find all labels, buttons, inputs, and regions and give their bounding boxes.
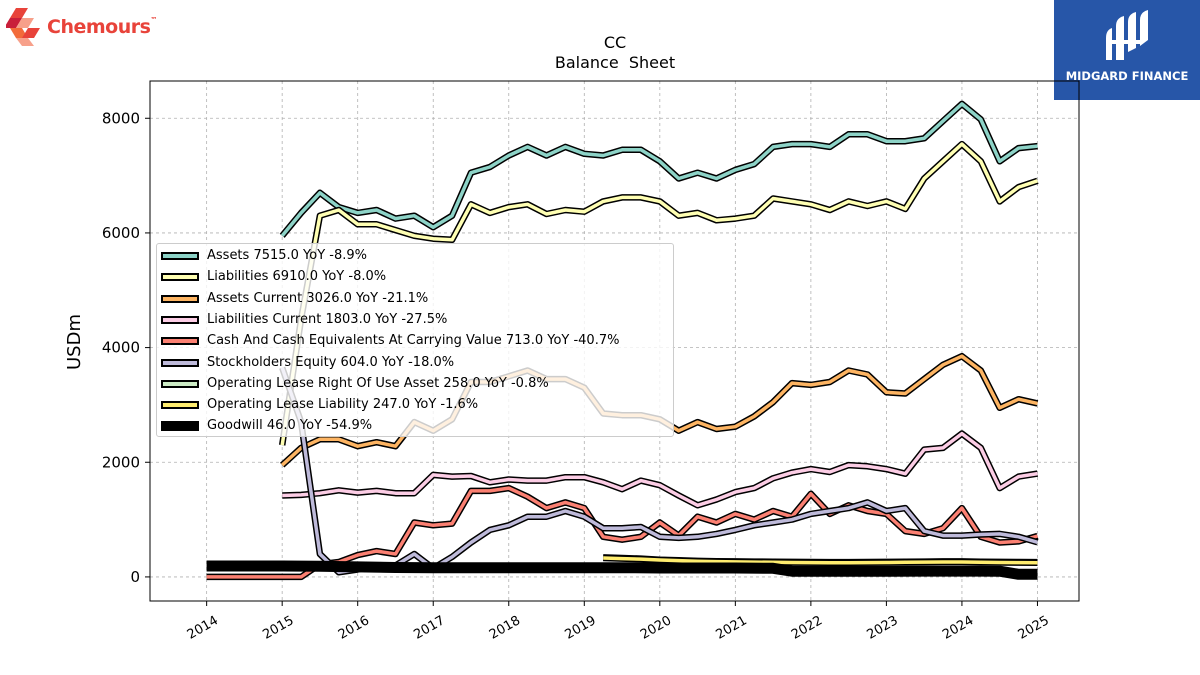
legend-label: Liabilities 6910.0 YoY -8.0% xyxy=(207,269,387,285)
legend-label: Operating Lease Liability 247.0 YoY -1.6… xyxy=(207,397,479,413)
series-assets xyxy=(279,100,1038,238)
series-liabilities-current xyxy=(282,430,1039,509)
x-tick-label: 2023 xyxy=(865,613,901,643)
series-line xyxy=(282,431,1038,508)
legend-swatch xyxy=(161,252,199,260)
y-tick-label: 8000 xyxy=(102,109,140,127)
x-tick-label: 2014 xyxy=(185,613,221,643)
legend-swatch xyxy=(161,337,199,346)
series-line xyxy=(280,142,1039,446)
series-goodwill xyxy=(206,560,1038,580)
legend-swatch xyxy=(161,273,199,282)
chemours-logo: Chemours™ xyxy=(4,4,176,50)
y-tick-label: 6000 xyxy=(102,224,140,242)
legend-swatch xyxy=(161,379,199,388)
x-tick-label: 2025 xyxy=(1016,613,1052,643)
series-line xyxy=(206,486,1038,579)
series-stockholders-equity xyxy=(279,366,1039,576)
series-operating-lease-liability xyxy=(603,554,1038,567)
series-outline xyxy=(206,560,1038,580)
midgard-logo-mark xyxy=(1106,10,1148,60)
legend-item: Liabilities 6910.0 YoY -8.0% xyxy=(160,267,672,287)
legend-label: Cash And Cash Equivalents At Carrying Va… xyxy=(207,333,620,349)
legend-item: Stockholders Equity 604.0 YoY -18.0% xyxy=(160,353,672,373)
legend-item: Assets 7515.0 YoY -8.9% xyxy=(160,246,672,266)
legend-label: Liabilities Current 1803.0 YoY -27.5% xyxy=(207,311,448,327)
legend-swatch xyxy=(161,294,199,303)
x-tick-label: 2021 xyxy=(714,613,750,643)
chemours-wordmark: Chemours™ xyxy=(47,16,157,38)
x-tick-label: 2018 xyxy=(487,613,523,643)
legend-item: Cash And Cash Equivalents At Carrying Va… xyxy=(160,331,672,351)
x-tick-label: 2015 xyxy=(260,613,296,643)
series-line xyxy=(280,102,1038,237)
x-tick-label: 2024 xyxy=(940,613,976,643)
series-lines xyxy=(206,100,1039,581)
legend-item: Operating Lease Liability 247.0 YoY -1.6… xyxy=(160,395,672,415)
legend-swatch xyxy=(161,315,199,324)
legend: Assets 7515.0 YoY -8.9% Liabilities 6910.… xyxy=(156,243,674,437)
series-line xyxy=(280,367,1038,575)
chart-subtitle: Balance Sheet xyxy=(555,53,675,72)
legend-label: Assets 7515.0 YoY -8.9% xyxy=(207,248,368,263)
x-tick-label: 2016 xyxy=(336,613,372,643)
legend-label: Goodwill 46.0 YoY -54.9% xyxy=(207,418,373,434)
y-tick-label: 2000 xyxy=(102,453,140,471)
legend-item: Liabilities Current 1803.0 YoY -27.5% xyxy=(160,310,672,330)
series-cash-and-cash-equivalents-at-carrying-value xyxy=(206,484,1039,581)
y-axis-label: USDm xyxy=(64,314,85,370)
y-tick-label: 0 xyxy=(130,568,140,586)
legend-swatch xyxy=(161,421,199,432)
legend-swatch xyxy=(161,401,199,410)
legend-label: Stockholders Equity 604.0 YoY -18.0% xyxy=(207,354,455,370)
midgard-finance-logo: MIDGARD FINANCE xyxy=(1054,0,1200,100)
x-tick-label: 2019 xyxy=(562,613,598,643)
chart-title: CC xyxy=(604,33,626,52)
legend-label: Operating Lease Right Of Use Asset 258.0… xyxy=(207,375,549,391)
series-liabilities xyxy=(278,140,1039,446)
x-tick-label: 2022 xyxy=(789,613,825,643)
legend-item: Operating Lease Right Of Use Asset 258.0… xyxy=(160,374,672,394)
x-tick-label: 2017 xyxy=(411,613,447,643)
legend-item: Assets Current 3026.0 YoY -21.1% xyxy=(160,289,672,309)
y-tick-label: 4000 xyxy=(102,339,140,357)
plot-frame xyxy=(149,80,1080,602)
midgard-wordmark: MIDGARD FINANCE xyxy=(1065,69,1189,83)
legend-label: Assets Current 3026.0 YoY -21.1% xyxy=(207,290,429,306)
legend-swatch xyxy=(161,358,199,367)
series-line xyxy=(603,556,1038,565)
chemours-logo-mark xyxy=(4,8,40,46)
x-tick-label: 2020 xyxy=(638,613,674,643)
legend-item: Goodwill 46.0 YoY -54.9% xyxy=(160,416,672,436)
